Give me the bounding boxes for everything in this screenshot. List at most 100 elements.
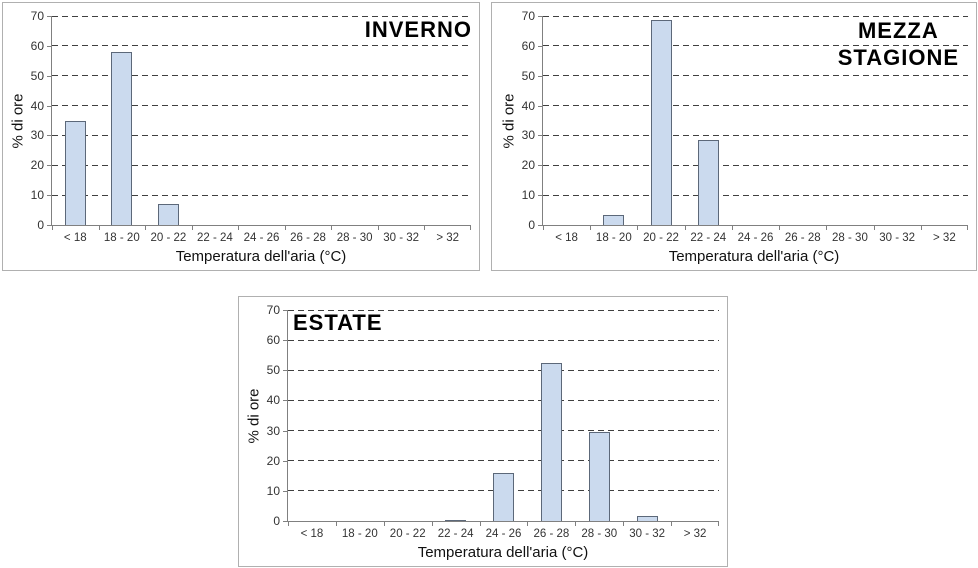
x-tick-mark-7: [873, 226, 875, 230]
y-tick-label-70: 70: [30, 9, 44, 23]
x-tick-label-lt-18: < 18: [63, 232, 87, 244]
x-tick-mark-8: [920, 226, 922, 230]
gridline-70: [288, 310, 719, 311]
gridline-50: [52, 75, 471, 77]
chart-title-estate: ESTATE: [293, 310, 383, 335]
x-tick-mark-3: [431, 522, 433, 526]
y-tick-label-30: 30: [30, 128, 44, 143]
x-tick-label-28-30: 28 - 30: [336, 232, 373, 244]
y-tick-label-60: 60: [521, 38, 535, 53]
x-tick-label-gt-32: > 32: [436, 232, 460, 244]
y-tick-mark-0: [283, 521, 287, 522]
y-tick-label-50: 50: [30, 68, 44, 83]
gridline-30: [543, 134, 968, 136]
x-tick-label-18-20: 18 - 20: [595, 232, 632, 244]
x-axis-label-estate: Temperatura dell'aria (°C): [417, 544, 589, 561]
x-tick-mark-1: [98, 226, 100, 230]
y-tick-mark-0: [538, 225, 542, 226]
y-tick-mark-30: [538, 135, 542, 137]
y-tick-label-50: 50: [521, 68, 535, 83]
gridline-40: [52, 105, 471, 107]
x-tick-label-24-26: 24 - 26: [243, 232, 280, 244]
x-tick-label-24-26: 24 - 26: [737, 232, 774, 244]
gridline-20: [543, 164, 968, 166]
y-tick-label-10: 10: [266, 483, 280, 498]
x-tick-mark-0: [543, 226, 544, 230]
y-tick-mark-40: [47, 105, 51, 107]
x-tick-mark-6: [331, 226, 333, 230]
bar-20-22: [157, 204, 179, 225]
x-tick-mark-9: [718, 522, 719, 526]
x-tick-label-18-20: 18 - 20: [103, 232, 140, 244]
bar-30-32: [636, 516, 658, 521]
x-tick-mark-1: [335, 522, 337, 526]
x-tick-label-26-28: 26 - 28: [533, 528, 570, 540]
x-tick-label-20-22: 20 - 22: [150, 232, 187, 244]
chart-inverno: INVERNO % di ore 0 10 20 30 40 50 60 70 < 18 18 -…: [2, 2, 480, 271]
y-tick-mark-70: [47, 16, 51, 17]
y-tick-mark-70: [283, 310, 287, 311]
x-tick-mark-4: [238, 226, 240, 230]
y-tick-label-50: 50: [266, 363, 280, 378]
x-tick-mark-4: [731, 226, 733, 230]
x-tick-mark-5: [779, 226, 781, 230]
gridline-50: [288, 369, 719, 371]
x-tick-mark-0: [288, 522, 289, 526]
y-tick-mark-50: [538, 75, 542, 77]
x-tick-mark-8: [671, 522, 673, 526]
y-tick-label-70: 70: [521, 9, 535, 23]
y-tick-label-30: 30: [521, 128, 535, 143]
x-tick-label-lt-18: < 18: [555, 232, 578, 244]
gridline-70: [52, 16, 471, 17]
y-tick-mark-20: [283, 460, 287, 462]
x-tick-label-22-24: 22 - 24: [197, 232, 233, 244]
y-tick-mark-60: [538, 45, 542, 47]
x-tick-mark-7: [377, 226, 379, 230]
gridline-60: [52, 45, 471, 47]
y-tick-label-10: 10: [521, 188, 535, 203]
y-tick-label-30: 30: [266, 423, 280, 438]
bar-26-28: [540, 362, 562, 521]
x-tick-mark-3: [191, 226, 193, 230]
y-tick-mark-0: [47, 225, 51, 226]
x-tick-label-26-28: 26 - 28: [784, 232, 821, 244]
x-tick-mark-8: [424, 226, 426, 230]
y-tick-label-40: 40: [521, 98, 535, 113]
x-tick-mark-9: [967, 226, 968, 230]
gridline-30: [288, 430, 719, 432]
y-tick-label-20: 20: [30, 158, 44, 173]
x-tick-mark-2: [383, 522, 385, 526]
x-tick-mark-5: [284, 226, 286, 230]
gridline-30: [52, 134, 471, 136]
x-tick-label-gt-32: > 32: [933, 232, 956, 244]
gridline-10: [52, 194, 471, 196]
x-tick-mark-2: [637, 226, 639, 230]
x-tick-label-30-32: 30 - 32: [629, 528, 666, 540]
x-tick-label-30-32: 30 - 32: [383, 232, 420, 244]
y-tick-mark-30: [47, 135, 51, 137]
gridline-20: [288, 460, 719, 462]
x-tick-label-lt-18: < 18: [300, 528, 324, 540]
y-tick-mark-40: [283, 400, 287, 402]
chart-mezza-stagione: MEZZA STAGIONE % di ore 0 10 20 30 40 50 60 70 <…: [491, 2, 977, 271]
bar-18-20: [603, 214, 625, 225]
plot-area-estate: % di ore 0 10 20 30 40 50 60 70 < 18 18 - 20 20 - …: [246, 304, 719, 540]
y-tick-label-60: 60: [30, 38, 44, 53]
y-tick-label-20: 20: [521, 158, 535, 173]
x-tick-mark-7: [623, 522, 625, 526]
x-tick-label-28-30: 28 - 30: [832, 232, 868, 244]
y-tick-mark-50: [47, 75, 51, 77]
x-tick-label-18-20: 18 - 20: [341, 528, 378, 540]
chart-title-mezza-stagione: MEZZA STAGIONE: [837, 18, 959, 70]
y-tick-mark-60: [283, 340, 287, 342]
y-tick-mark-40: [538, 105, 542, 107]
x-tick-mark-6: [575, 522, 577, 526]
x-tick-label-26-28: 26 - 28: [290, 232, 326, 244]
y-tick-mark-30: [283, 430, 287, 432]
gridline-60: [543, 45, 968, 47]
x-tick-mark-0: [52, 226, 53, 230]
x-tick-label-28-30: 28 - 30: [581, 528, 618, 540]
x-tick-label-24-26: 24 - 26: [485, 528, 522, 540]
y-tick-mark-10: [283, 490, 287, 492]
x-tick-label-20-22: 20 - 22: [643, 232, 679, 244]
